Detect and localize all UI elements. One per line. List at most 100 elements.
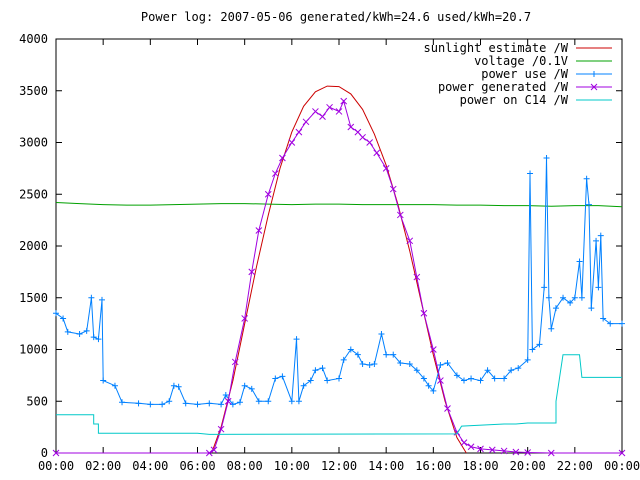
data-point	[255, 227, 263, 234]
data-point	[567, 299, 574, 306]
data-point	[524, 449, 532, 456]
data-point	[312, 367, 319, 374]
data-point	[588, 305, 595, 312]
data-point	[83, 327, 90, 334]
data-point	[95, 336, 102, 343]
data-point	[340, 97, 348, 105]
y-tick-label: 2000	[19, 239, 48, 253]
y-tick-label: 4000	[19, 32, 48, 46]
data-point	[147, 401, 154, 408]
data-point	[255, 398, 262, 405]
data-point	[347, 346, 354, 353]
x-tick-label: 04:00	[132, 459, 168, 473]
data-point	[194, 401, 201, 408]
data-point	[248, 385, 255, 392]
data-point	[366, 362, 373, 369]
data-point	[382, 165, 390, 172]
y-tick-label: 3500	[19, 84, 48, 98]
data-point	[52, 449, 60, 457]
data-point	[300, 382, 307, 389]
series-line	[56, 354, 622, 435]
data-point	[241, 315, 249, 322]
data-point	[460, 377, 467, 384]
data-point	[560, 294, 567, 301]
data-point	[279, 373, 286, 380]
data-point	[295, 398, 302, 405]
data-point	[491, 375, 498, 382]
data-point	[600, 315, 607, 322]
x-tick-label: 14:00	[368, 459, 404, 473]
data-point	[64, 328, 71, 335]
data-point	[53, 310, 59, 317]
x-tick-label: 06:00	[179, 459, 215, 473]
data-point	[231, 358, 239, 366]
data-point	[264, 190, 272, 198]
data-point	[307, 377, 314, 384]
data-point	[378, 330, 385, 337]
data-point	[217, 425, 225, 433]
legend-label: power generated /W	[438, 80, 569, 94]
x-tick-label: 22:00	[557, 459, 593, 473]
y-tick-label: 2500	[19, 187, 48, 201]
data-point	[512, 448, 520, 456]
series-3	[52, 97, 626, 457]
data-point	[488, 446, 496, 454]
data-point	[182, 400, 189, 407]
data-point	[347, 123, 355, 131]
data-point	[541, 284, 548, 291]
y-tick-label: 0	[41, 446, 48, 460]
data-point	[135, 400, 142, 407]
data-point	[166, 398, 173, 405]
data-point	[593, 237, 600, 244]
data-point	[595, 284, 602, 291]
data-point	[437, 377, 444, 384]
data-point	[336, 375, 342, 382]
x-tick-label: 18:00	[462, 459, 498, 473]
data-point	[119, 399, 126, 406]
data-point	[420, 309, 428, 317]
series-layer	[52, 85, 626, 457]
data-point	[324, 377, 331, 384]
data-point	[218, 401, 225, 408]
data-point	[607, 320, 614, 327]
data-point	[76, 330, 83, 337]
data-point	[335, 108, 343, 115]
data-point	[373, 149, 381, 157]
series-line	[56, 99, 622, 454]
data-point	[366, 139, 374, 146]
data-point	[571, 294, 578, 301]
series-line	[55, 202, 623, 208]
data-point	[508, 367, 515, 374]
data-point	[429, 346, 437, 353]
data-point	[359, 360, 366, 367]
x-tick-label: 00:00	[604, 459, 640, 473]
x-tick-label: 08:00	[227, 459, 263, 473]
legend-label: power use /W	[481, 67, 568, 81]
legend-marker	[590, 83, 598, 91]
data-point	[618, 449, 626, 457]
data-point	[543, 155, 550, 162]
data-point	[288, 398, 295, 405]
data-point	[312, 108, 319, 115]
data-point	[453, 372, 460, 379]
x-axis-ticks: 00:00 02:00 04:00 06:00 08:00 10:00 12:00 14:00…	[38, 39, 640, 473]
data-point	[383, 351, 390, 358]
x-tick-label: 16:00	[415, 459, 451, 473]
x-tick-label: 02:00	[85, 459, 121, 473]
data-point	[390, 351, 397, 358]
data-point	[222, 392, 229, 399]
data-point	[302, 118, 310, 126]
data-point	[98, 296, 105, 303]
legend-marker	[591, 71, 597, 77]
data-point	[413, 273, 421, 281]
data-point	[585, 201, 592, 208]
data-point	[319, 113, 326, 120]
data-point	[326, 103, 333, 111]
legend-label: voltage /0.1V	[474, 54, 568, 68]
data-point	[437, 362, 444, 369]
data-point	[340, 356, 347, 363]
y-tick-label: 3000	[19, 136, 48, 150]
data-point	[467, 443, 475, 451]
